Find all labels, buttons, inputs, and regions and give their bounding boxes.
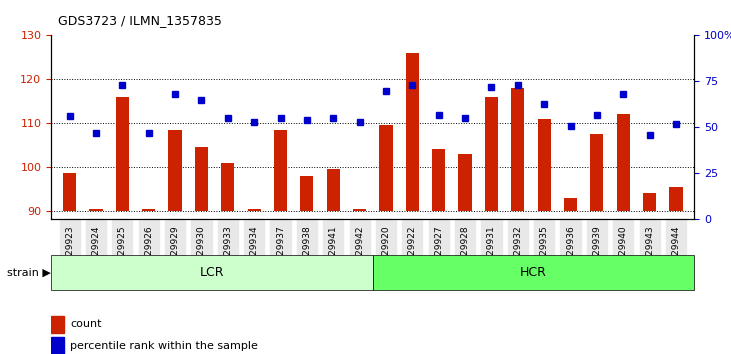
- Bar: [564, 198, 577, 211]
- Bar: [195, 147, 208, 211]
- Bar: [51, 337, 64, 354]
- Bar: [142, 209, 155, 211]
- Bar: [168, 130, 182, 211]
- Bar: [591, 134, 604, 211]
- Bar: [670, 187, 683, 211]
- Bar: [432, 149, 445, 211]
- Text: HCR: HCR: [520, 266, 547, 279]
- Bar: [511, 88, 524, 211]
- Bar: [63, 173, 76, 211]
- Bar: [274, 130, 287, 211]
- Text: percentile rank within the sample: percentile rank within the sample: [70, 341, 258, 350]
- Text: strain ▶: strain ▶: [7, 268, 51, 278]
- Bar: [617, 114, 630, 211]
- Bar: [458, 154, 471, 211]
- Bar: [353, 209, 366, 211]
- Bar: [379, 125, 393, 211]
- Bar: [485, 97, 498, 211]
- Bar: [406, 53, 419, 211]
- FancyBboxPatch shape: [51, 255, 373, 290]
- Bar: [300, 176, 314, 211]
- Bar: [51, 316, 64, 333]
- Text: GDS3723 / ILMN_1357835: GDS3723 / ILMN_1357835: [58, 14, 222, 27]
- Bar: [89, 209, 102, 211]
- Text: count: count: [70, 319, 102, 329]
- Text: LCR: LCR: [200, 266, 224, 279]
- FancyBboxPatch shape: [373, 255, 694, 290]
- Bar: [221, 162, 235, 211]
- Bar: [115, 97, 129, 211]
- Bar: [327, 169, 340, 211]
- Bar: [643, 193, 656, 211]
- Bar: [248, 209, 261, 211]
- Bar: [537, 119, 550, 211]
